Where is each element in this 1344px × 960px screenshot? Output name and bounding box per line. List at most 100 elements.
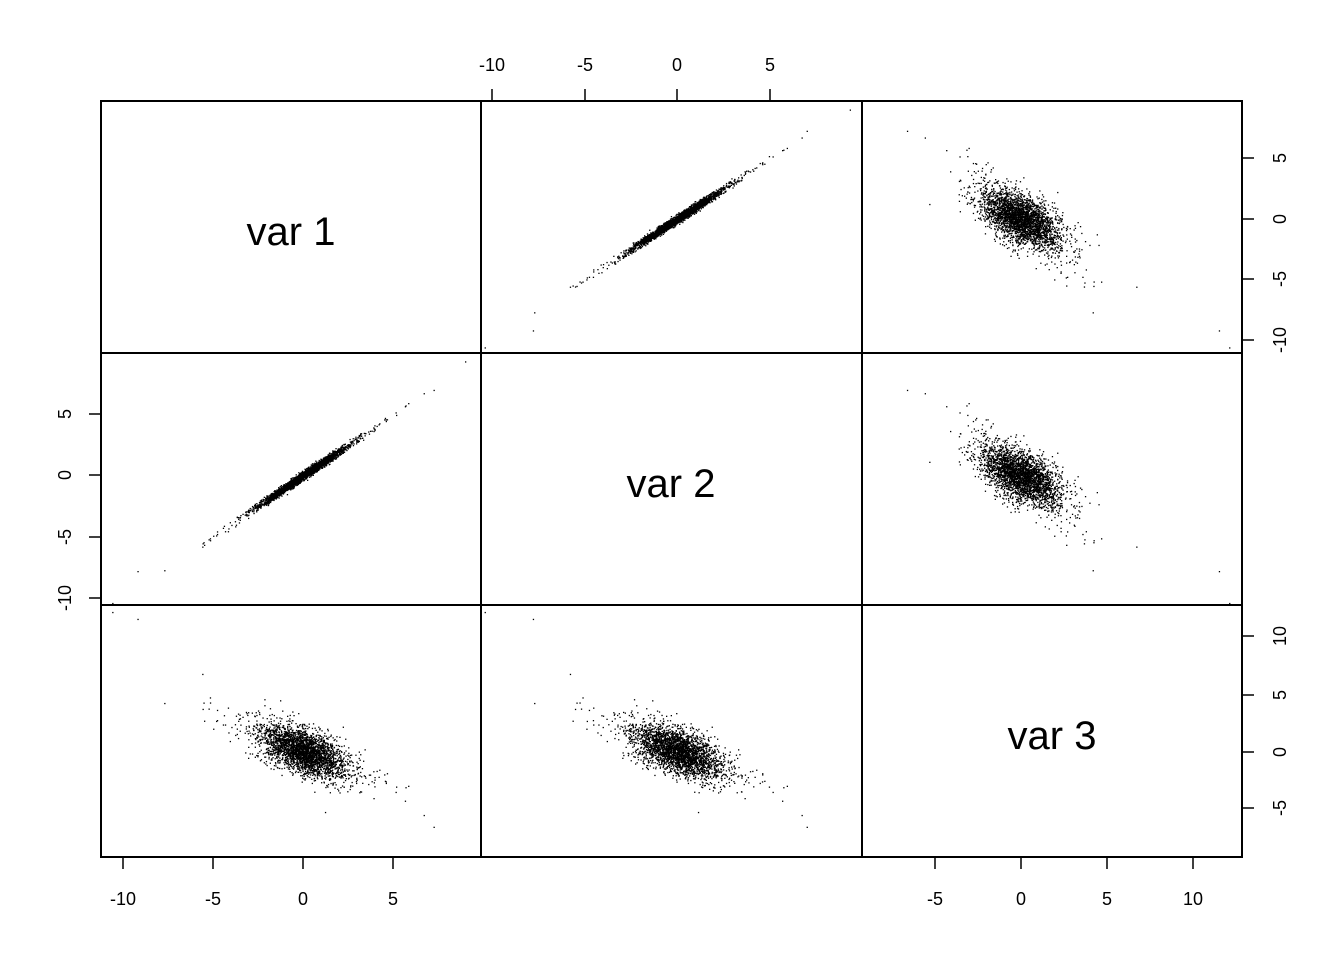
data-point	[638, 242, 640, 244]
data-point	[693, 205, 695, 207]
data-point	[638, 243, 640, 245]
data-point	[1040, 231, 1043, 234]
data-point	[658, 226, 661, 228]
data-point	[734, 182, 736, 184]
data-point	[646, 236, 649, 238]
data-point	[1012, 244, 1014, 247]
data-point	[714, 198, 717, 200]
points-var1-vs-var2	[484, 109, 851, 349]
data-point	[992, 193, 994, 195]
data-point	[644, 237, 646, 239]
data-point	[1049, 236, 1051, 239]
data-point	[1060, 260, 1062, 263]
data-point	[688, 211, 691, 213]
data-point	[679, 220, 681, 222]
data-point	[994, 197, 997, 199]
data-point	[756, 167, 758, 169]
data-point	[699, 210, 701, 212]
data-point	[654, 233, 656, 235]
data-point	[979, 206, 981, 208]
data-point	[655, 233, 657, 236]
data-point	[783, 149, 785, 151]
data-point	[999, 219, 1001, 221]
data-point	[632, 247, 634, 249]
data-point	[669, 220, 672, 222]
data-point	[655, 230, 658, 233]
data-point	[618, 255, 620, 257]
data-point	[980, 176, 982, 179]
data-point	[768, 156, 771, 158]
data-point	[736, 180, 738, 183]
data-point	[1019, 243, 1021, 245]
data-point	[691, 206, 693, 208]
data-point	[990, 169, 993, 171]
data-point	[640, 247, 643, 249]
data-point	[968, 192, 971, 194]
data-point	[995, 231, 997, 233]
data-point	[1039, 226, 1041, 229]
data-point	[678, 212, 680, 214]
data-point	[959, 156, 961, 158]
data-point	[658, 227, 661, 229]
data-point	[629, 252, 631, 254]
data-point	[638, 246, 640, 249]
data-point	[967, 170, 969, 172]
data-point	[688, 209, 690, 211]
data-point	[639, 242, 641, 244]
data-point	[663, 225, 666, 227]
data-point	[625, 252, 627, 254]
data-point	[534, 312, 536, 314]
data-point	[682, 218, 685, 221]
data-point	[986, 188, 988, 190]
data-point	[959, 211, 961, 213]
data-point	[644, 243, 646, 245]
data-point	[665, 225, 667, 227]
data-point	[657, 228, 659, 230]
data-point	[978, 182, 981, 185]
data-point	[670, 218, 673, 220]
data-point	[667, 228, 670, 230]
data-point	[1003, 241, 1005, 243]
data-point	[1047, 256, 1049, 258]
data-point	[683, 219, 685, 221]
data-point	[1065, 229, 1068, 232]
data-point	[1048, 269, 1050, 271]
data-point	[659, 229, 661, 232]
data-point	[679, 221, 681, 223]
data-point	[1081, 249, 1083, 251]
data-point	[1043, 221, 1045, 223]
data-point	[629, 250, 631, 253]
data-point	[1060, 248, 1062, 250]
data-point	[1023, 177, 1025, 179]
data-point	[1004, 234, 1007, 236]
data-point	[968, 185, 970, 187]
data-point	[786, 147, 788, 150]
data-point	[658, 233, 660, 235]
data-point	[692, 203, 694, 205]
data-point	[1058, 229, 1060, 231]
data-point	[637, 241, 639, 244]
data-point	[647, 238, 649, 241]
data-point	[712, 197, 715, 199]
data-point	[718, 196, 720, 199]
data-point	[1078, 250, 1081, 252]
data-point	[657, 230, 659, 233]
data-point	[738, 177, 740, 179]
data-point	[655, 229, 657, 232]
data-point	[661, 231, 663, 234]
data-point	[1070, 234, 1073, 236]
data-point	[682, 216, 684, 218]
data-point	[849, 109, 851, 111]
data-point	[642, 239, 644, 241]
data-point	[734, 180, 736, 182]
data-point	[640, 242, 642, 244]
data-point	[1065, 277, 1067, 279]
data-point	[725, 186, 727, 188]
data-point	[708, 196, 710, 198]
data-point	[703, 200, 705, 202]
data-point	[705, 198, 708, 200]
data-point	[693, 213, 696, 215]
data-point	[715, 194, 717, 196]
data-point	[712, 191, 714, 194]
